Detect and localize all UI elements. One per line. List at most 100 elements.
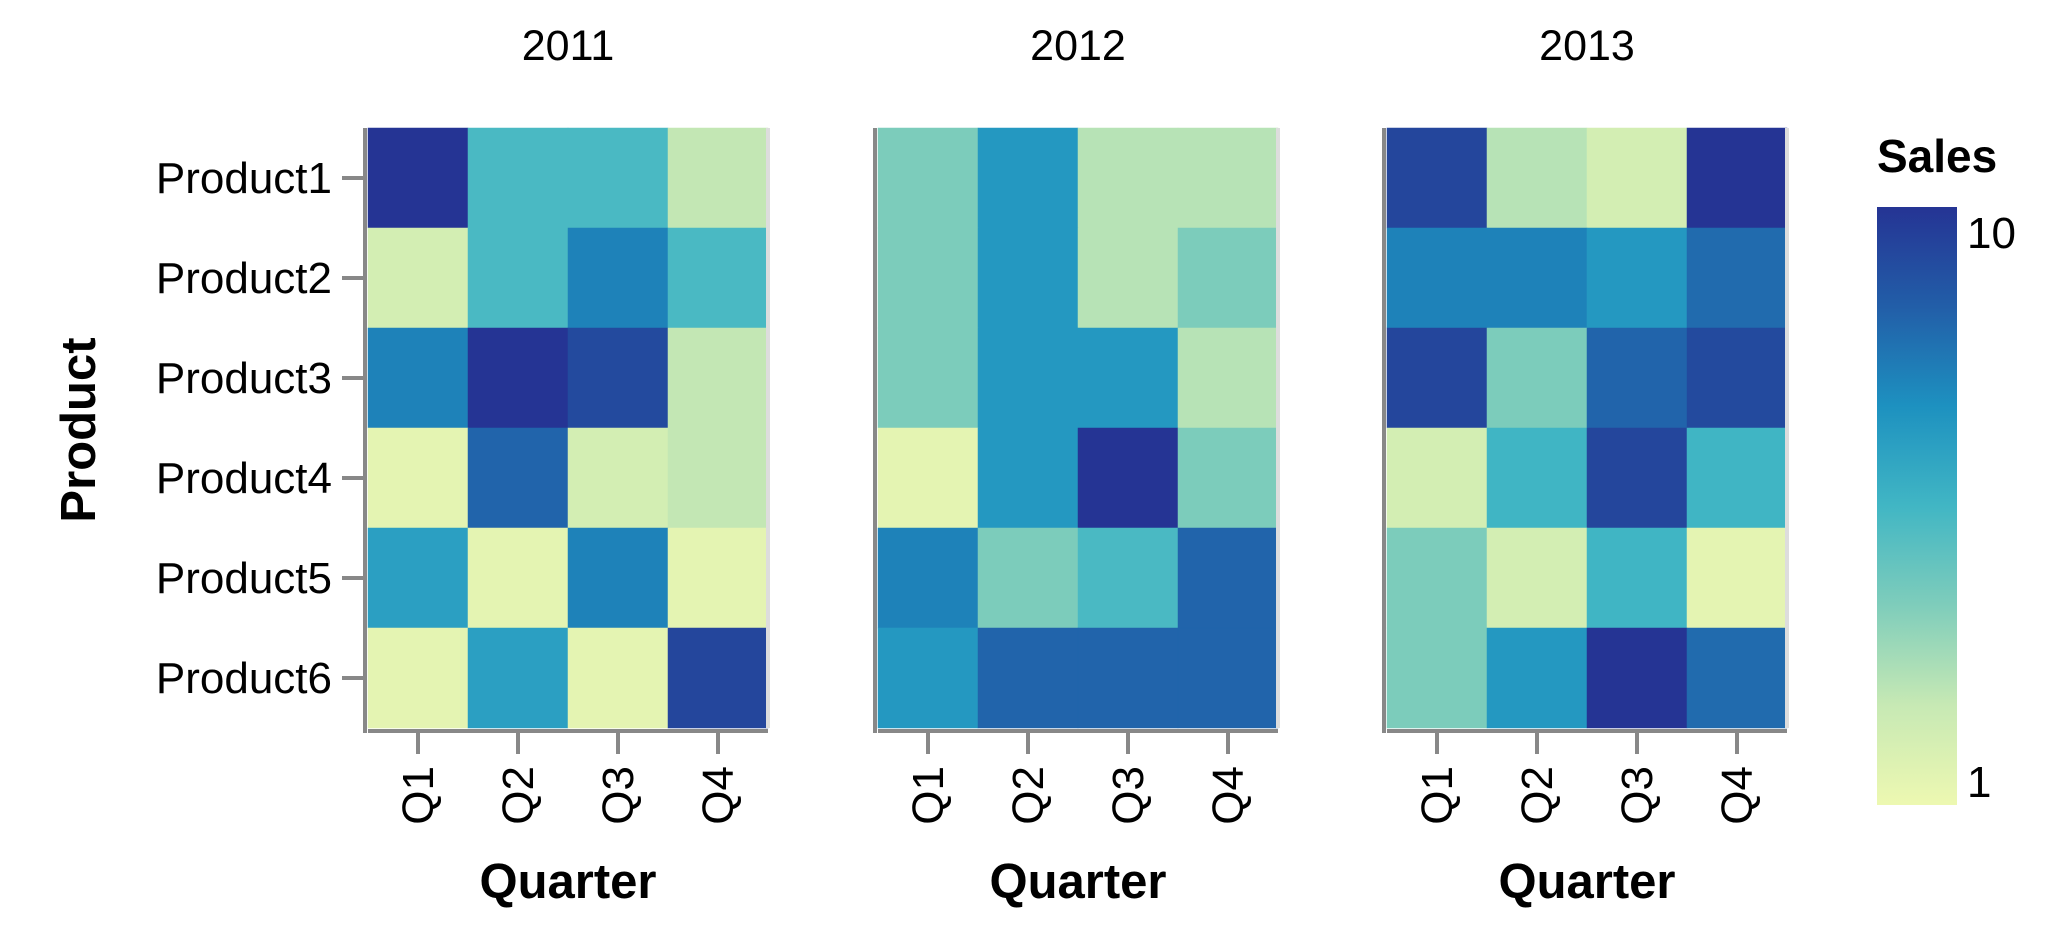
x-tick-label: Q3 (594, 766, 643, 825)
x-tick-label: Q4 (694, 766, 743, 825)
heatmap-cell (467, 327, 569, 429)
x-axis-title: Quarter (1498, 855, 1675, 909)
facet-panel-2011: 2011 Q1 Q2 Q3 Q4 Quarter Product1 Product2 Produ… (156, 22, 770, 909)
heatmap-cell (1586, 127, 1688, 229)
panel-title: 2013 (1539, 22, 1635, 70)
heatmap-cell (567, 527, 669, 629)
heatmap-cell (1386, 327, 1488, 429)
x-tick-label: Q2 (1004, 766, 1053, 825)
y-tick-label: Product2 (156, 254, 332, 303)
heatmap-cell (1586, 327, 1688, 429)
heatmap-cell (977, 527, 1079, 629)
heatmap-cell (877, 527, 979, 629)
heatmap-cell (367, 127, 469, 229)
x-tick-label: Q2 (1513, 766, 1562, 825)
y-tick-label: Product1 (156, 154, 332, 203)
heatmap-cell (1586, 227, 1688, 329)
heatmap-cell (1386, 627, 1488, 729)
heatmap-cell (1077, 227, 1179, 329)
heatmap-cell (1686, 227, 1788, 329)
heatmap-cell (1177, 327, 1279, 429)
panel-title: 2012 (1030, 22, 1126, 70)
heatmap-cell (567, 127, 669, 229)
heatmap-cell (467, 627, 569, 729)
heatmap-cell (1077, 427, 1179, 529)
facet-panels: 2011 Q1 Q2 Q3 Q4 Quarter Product1 Product2 Produ… (156, 22, 1789, 909)
heatmap-cell (1586, 427, 1688, 529)
heatmap-cell (667, 127, 769, 229)
heatmap-cell (1686, 527, 1788, 629)
heatmap-cell (367, 327, 469, 429)
heatmap-cell (1077, 127, 1179, 229)
x-tick-label: Q2 (494, 766, 543, 825)
legend-title: Sales (1877, 130, 1997, 182)
heatmap-cell (567, 227, 669, 329)
heatmap-cell (367, 627, 469, 729)
heatmap-cell (1077, 627, 1179, 729)
heatmap-cell (367, 227, 469, 329)
heatmap-cell (1386, 527, 1488, 629)
heatmap-cell (1586, 627, 1688, 729)
heatmap-cell (1177, 627, 1279, 729)
heatmap-cell (1077, 327, 1179, 429)
heatmap-cell (467, 127, 569, 229)
heatmap-cell (1486, 427, 1588, 529)
legend-max-label: 10 (1967, 209, 2016, 258)
color-legend: Sales 10 1 (1877, 130, 2016, 807)
heatmap-cell (367, 527, 469, 629)
heatmap-cell (977, 227, 1079, 329)
heatmap-cell (1486, 327, 1588, 429)
heatmap-cell (1686, 127, 1788, 229)
heatmap-cell (667, 327, 769, 429)
heatmap-cell (367, 427, 469, 529)
heatmap-cell (1486, 127, 1588, 229)
x-axis-title: Quarter (479, 855, 656, 909)
heatmap-cell (1586, 527, 1688, 629)
heatmap-cell (667, 427, 769, 529)
heatmap-cell (467, 427, 569, 529)
heatmap-cell (1177, 527, 1279, 629)
heatmap-cell (1386, 427, 1488, 529)
heatmap-cell (1486, 227, 1588, 329)
heatmap-cell (977, 427, 1079, 529)
heatmap-cell (667, 527, 769, 629)
heatmap-cell (467, 227, 569, 329)
heatmap-cell (567, 427, 669, 529)
heatmap-cell (877, 327, 979, 429)
heatmap-cell (977, 627, 1079, 729)
heatmap-cell (567, 627, 669, 729)
x-tick-label: Q1 (394, 766, 443, 825)
heatmap-cell (877, 127, 979, 229)
heatmap-cell (1177, 427, 1279, 529)
heatmap-cell (877, 627, 979, 729)
x-tick-label: Q4 (1713, 766, 1762, 825)
heatmap-cell (1486, 527, 1588, 629)
heatmap-cell (667, 627, 769, 729)
heatmap-cell (467, 527, 569, 629)
heatmap-cell (1386, 227, 1488, 329)
heatmap-cell (977, 327, 1079, 429)
x-tick-label: Q1 (1413, 766, 1462, 825)
x-tick-label: Q4 (1204, 766, 1253, 825)
facet-panel-2012: 2012 Q1 Q2 Q3 Q4 Quarter (873, 22, 1280, 909)
heatmap-cell (1177, 127, 1279, 229)
legend-min-label: 1 (1967, 758, 1991, 807)
legend-gradient-bar (1877, 207, 1957, 805)
heatmap-cell (877, 227, 979, 329)
heatmap-cell (1686, 327, 1788, 429)
heatmap-cell (1686, 427, 1788, 529)
heatmap-cell (1077, 527, 1179, 629)
y-tick-label: Product3 (156, 354, 332, 403)
facet-panel-2013: 2013 Q1 Q2 Q3 Q4 Quarter (1382, 22, 1789, 909)
y-tick-label: Product5 (156, 554, 332, 603)
heatmap-cell (1386, 127, 1488, 229)
heatmap-cell (667, 227, 769, 329)
heatmap-cell (567, 327, 669, 429)
y-tick-label: Product6 (156, 654, 332, 703)
y-tick-label: Product4 (156, 454, 332, 503)
heatmap-cell (1177, 227, 1279, 329)
heatmap-cell (877, 427, 979, 529)
heatmap-cell (977, 127, 1079, 229)
panel-title: 2011 (522, 22, 614, 70)
